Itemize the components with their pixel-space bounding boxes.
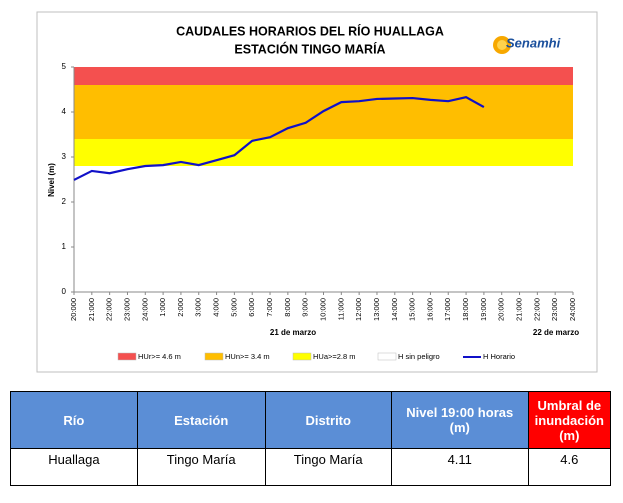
- x-tick-label: 16:000: [425, 298, 434, 321]
- y-tick-label: 0: [62, 287, 67, 296]
- y-axis-label: Nivel (m): [47, 163, 56, 197]
- table-header: Río Estación Distrito Nivel 19:00 horas …: [10, 391, 612, 449]
- header-cell: Distrito: [264, 391, 392, 449]
- cell: 4.11: [390, 448, 529, 486]
- legend-swatch: [204, 352, 224, 361]
- y-tick-label: 3: [62, 152, 67, 161]
- x-tick-label: 5:000: [229, 298, 238, 317]
- x-tick-label: 15:000: [408, 298, 417, 321]
- x-tick-label: 18:000: [461, 298, 470, 321]
- cell: Huallaga: [10, 448, 138, 486]
- x-tick-label: 4:000: [212, 298, 221, 317]
- x-tick-label: 8:000: [283, 298, 292, 317]
- chart-subtitle: ESTACIÓN TINGO MARÍA: [234, 41, 385, 56]
- logo-icon: [493, 36, 511, 54]
- x-tick-label: 17:000: [443, 298, 452, 321]
- date-label: 21 de marzo: [270, 328, 316, 337]
- threshold-band: [74, 139, 573, 166]
- x-tick-label: 13:000: [372, 298, 381, 321]
- chart-title: CAUDALES HORARIOS DEL RÍO HUALLAGA: [176, 23, 444, 38]
- x-tick-label: 7:000: [265, 298, 274, 317]
- header-cell: Nivel 19:00 horas (m): [390, 391, 529, 449]
- cell: 4.6: [527, 448, 612, 486]
- x-tick-label: 10:000: [318, 298, 327, 321]
- header-cell: Estación: [136, 391, 266, 449]
- logo-text: Senamhi: [506, 35, 561, 50]
- table-row: Huallaga Tingo María Tingo María 4.11 4.…: [10, 448, 612, 486]
- threshold-band: [74, 67, 573, 85]
- legend-label: HUr>= 4.6 m: [138, 352, 181, 361]
- legend-label: H Horario: [483, 352, 515, 361]
- legend-swatch: [292, 352, 312, 361]
- x-tick-label: 3:000: [194, 298, 203, 317]
- date-label: 22 de marzo: [533, 328, 579, 337]
- x-tick-label: 1:000: [158, 298, 167, 317]
- data-line: [73, 95, 485, 181]
- cell: Tingo María: [264, 448, 392, 486]
- x-tick-label: 23:000: [550, 298, 559, 321]
- x-tick-label: 21:000: [515, 298, 524, 321]
- x-tick-label: 22:000: [105, 298, 114, 321]
- x-tick-label: 19:000: [479, 298, 488, 321]
- cell: Tingo María: [136, 448, 266, 486]
- x-tick-label: 20:000: [69, 298, 78, 321]
- x-tick-label: 2:000: [176, 298, 185, 317]
- x-tick-label: 20:000: [497, 298, 506, 321]
- chart: CAUDALES HORARIOS DEL RÍO HUALLAGA ESTAC…: [36, 11, 598, 373]
- x-tick-label: 6:000: [247, 298, 256, 317]
- legend-label: HUn>= 3.4 m: [225, 352, 270, 361]
- threshold-band: [74, 166, 573, 292]
- x-tick-label: 24:000: [568, 298, 577, 321]
- header-cell: Río: [10, 391, 138, 449]
- x-tick-label: 24:000: [140, 298, 149, 321]
- x-tick-label: 12:000: [354, 298, 363, 321]
- legend-swatch: [377, 352, 397, 361]
- header-cell: Umbral de inundación (m): [527, 391, 612, 449]
- x-tick-label: 9:000: [301, 298, 310, 317]
- legend-label: H sin peligro: [398, 352, 440, 361]
- x-tick-label: 14:000: [390, 298, 399, 321]
- y-tick-label: 5: [62, 62, 67, 71]
- legend-label: HUa>=2.8 m: [313, 352, 356, 361]
- y-tick-label: 2: [62, 197, 67, 206]
- x-tick-label: 22:000: [532, 298, 541, 321]
- y-tick-label: 4: [62, 107, 67, 116]
- legend-swatch: [117, 352, 137, 361]
- summary-table: Río Estación Distrito Nivel 19:00 horas …: [10, 391, 612, 486]
- x-tick-label: 21:000: [87, 298, 96, 321]
- x-tick-label: 23:000: [122, 298, 131, 321]
- x-tick-label: 11:000: [336, 298, 345, 320]
- y-tick-label: 1: [62, 242, 67, 251]
